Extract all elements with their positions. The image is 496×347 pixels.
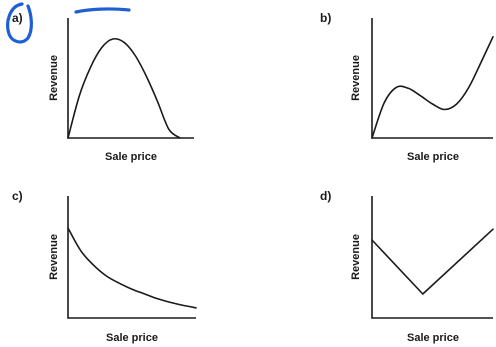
panel-label-d: d) [320, 189, 331, 203]
panel-c-revenue-curve [67, 227, 197, 309]
panel-d-axes [371, 196, 493, 319]
panel-a-ylabel: Revenue [48, 55, 60, 101]
panel-c-ylabel: Revenue [48, 234, 60, 280]
panel-a-revenue-curve [67, 37, 181, 139]
panel-c-xlabel: Sale price [106, 332, 158, 344]
panel-b-xlabel: Sale price [407, 151, 459, 163]
panel-b-ylabel: Revenue [350, 55, 362, 101]
panel-a-xlabel: Sale price [105, 151, 157, 163]
panel-label-c: c) [12, 189, 23, 203]
panel-a-axes [67, 18, 194, 139]
panel-a: a) Revenue Sale price [12, 11, 194, 163]
annotation-underline-mark [74, 7, 131, 14]
handwritten-annotation [6, 2, 131, 44]
panel-c-axes [67, 196, 196, 319]
panel-d: d) Revenue Sale price [320, 189, 494, 344]
panel-b: b) Revenue Sale price [320, 11, 494, 163]
panel-c: c) Revenue Sale price [12, 189, 197, 344]
panel-d-revenue-curve [371, 228, 494, 295]
panel-b-revenue-curve [371, 36, 494, 139]
panel-label-a: a) [12, 11, 23, 25]
panel-b-axes [371, 18, 493, 139]
annotation-circle-mark [6, 2, 33, 44]
panel-label-b: b) [320, 11, 331, 25]
panel-d-ylabel: Revenue [350, 234, 362, 280]
panel-d-xlabel: Sale price [407, 332, 459, 344]
